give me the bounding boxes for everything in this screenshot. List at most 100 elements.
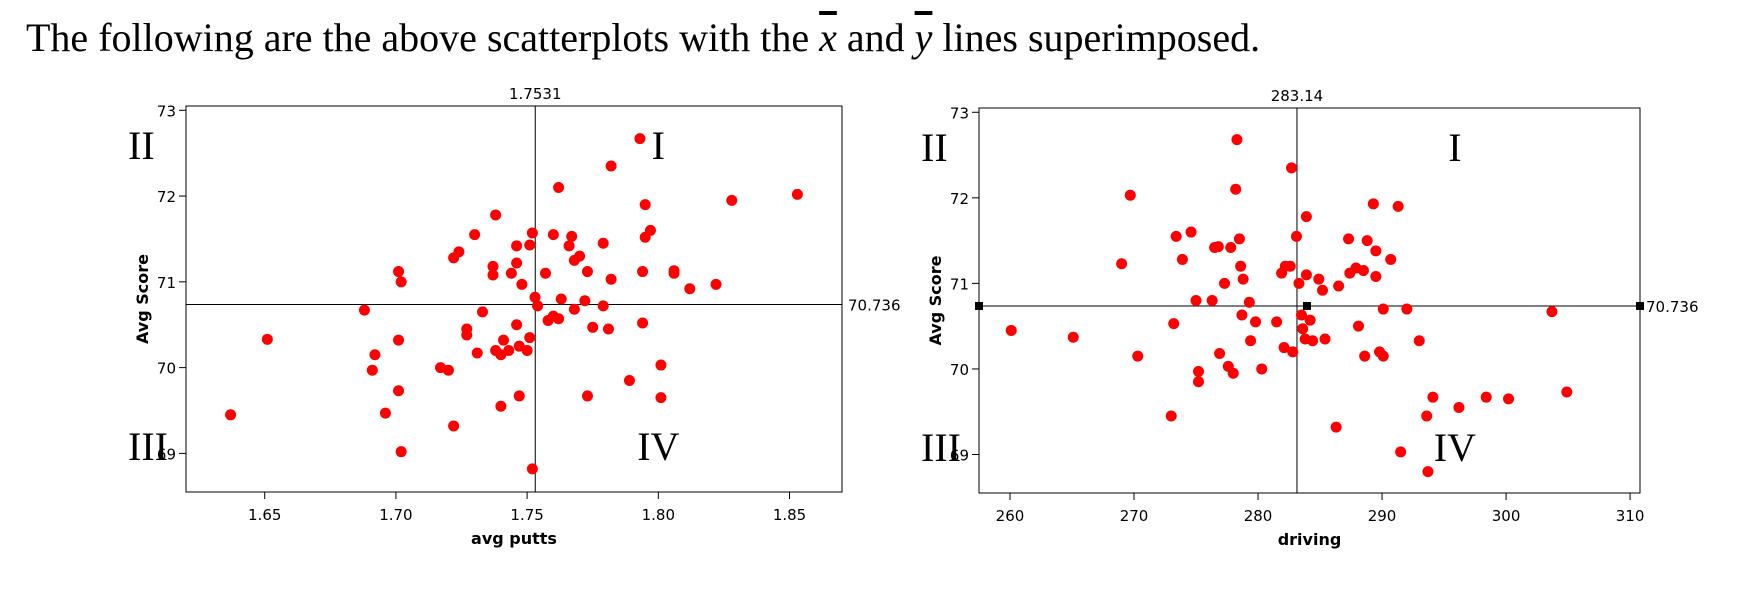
- data-point: [637, 266, 649, 278]
- data-point: [1295, 309, 1307, 321]
- data-point: [477, 306, 489, 318]
- data-point: [1225, 241, 1237, 253]
- y-tick-label: 73: [157, 102, 176, 120]
- data-point: [490, 209, 502, 221]
- data-point: [1212, 241, 1224, 253]
- data-point: [1278, 342, 1290, 354]
- data-point: [516, 278, 528, 290]
- mean-y-label: 70.736: [1646, 298, 1699, 316]
- data-point: [524, 239, 536, 251]
- data-point: [487, 260, 499, 272]
- x-tick-label: 310: [1616, 507, 1645, 525]
- data-point: [1067, 331, 1079, 343]
- quadrant-label-I: I: [652, 123, 665, 168]
- x-tick-label: 1.75: [510, 506, 543, 524]
- data-point: [547, 229, 559, 241]
- quadrant-label-II: II: [128, 123, 155, 168]
- data-point: [684, 283, 696, 295]
- y-tick-label-partial: 69: [157, 445, 176, 463]
- data-point: [1132, 350, 1144, 362]
- data-point: [1317, 284, 1329, 296]
- data-point: [521, 344, 533, 356]
- data-point: [1293, 277, 1305, 289]
- y-tick-label-partial: 69: [950, 447, 969, 465]
- data-point: [1124, 189, 1136, 201]
- plot-frame: [978, 107, 1641, 494]
- data-point: [634, 133, 646, 145]
- data-point: [1286, 162, 1298, 174]
- data-point: [526, 227, 538, 239]
- data-point: [1561, 386, 1573, 398]
- data-point: [553, 313, 565, 325]
- data-point: [469, 229, 481, 241]
- data-point: [1290, 230, 1302, 242]
- data-point: [1395, 446, 1407, 458]
- data-point: [1219, 277, 1231, 289]
- data-point: [553, 181, 565, 193]
- data-point: [1401, 303, 1413, 315]
- data-point: [393, 266, 405, 278]
- data-point: [726, 194, 738, 206]
- data-point: [366, 364, 378, 376]
- data-point: [655, 359, 667, 371]
- data-point: [579, 295, 591, 307]
- data-point: [1168, 318, 1180, 330]
- data-point: [505, 267, 517, 279]
- data-point: [511, 319, 523, 331]
- data-point: [513, 390, 525, 402]
- data-point: [1005, 324, 1017, 336]
- data-point: [1359, 350, 1371, 362]
- data-point: [668, 267, 680, 279]
- data-point: [637, 317, 649, 329]
- data-point: [1271, 316, 1283, 328]
- data-point: [1333, 280, 1345, 292]
- x-tick-label: 270: [1120, 507, 1149, 525]
- x-axis-label: driving: [1278, 530, 1342, 549]
- data-point: [1236, 309, 1248, 321]
- data-point: [369, 349, 381, 361]
- data-point: [1237, 273, 1249, 285]
- data-point: [395, 276, 407, 288]
- data-point: [1480, 391, 1492, 403]
- y-tick-label: 72: [950, 190, 969, 208]
- data-point: [471, 347, 483, 359]
- x-tick-label: 1.65: [248, 506, 281, 524]
- data-point: [1377, 350, 1389, 362]
- heading-middle: and: [836, 15, 915, 60]
- data-point: [1245, 335, 1257, 347]
- data-point: [1297, 323, 1309, 335]
- data-point: [581, 390, 593, 402]
- heading-prefix: The following are the above scatterplots…: [26, 15, 820, 60]
- data-point: [1343, 233, 1355, 245]
- data-point: [448, 420, 460, 432]
- data-point: [791, 188, 803, 200]
- data-point: [1116, 258, 1128, 270]
- data-point: [1231, 134, 1243, 146]
- data-point: [597, 300, 609, 312]
- data-point: [1284, 260, 1296, 272]
- scatter-chart-driving: 260 270 280 290 300 310 70 71 72 73 69 driving Avg S…: [921, 87, 1699, 549]
- data-point: [566, 230, 578, 242]
- data-point: [581, 266, 593, 278]
- data-point: [453, 246, 465, 258]
- data-point: [442, 364, 454, 376]
- x-axis-label: avg putts: [471, 529, 557, 548]
- data-point: [587, 321, 599, 333]
- data-point: [1233, 233, 1245, 245]
- data-point: [710, 278, 722, 290]
- data-point: [1422, 466, 1434, 478]
- heading-suffix: lines superimposed.: [932, 15, 1261, 60]
- data-point: [1256, 363, 1268, 375]
- data-point: [539, 267, 551, 279]
- data-point: [1206, 295, 1218, 306]
- x-tick-label: 1.85: [773, 506, 806, 524]
- data-point: [555, 293, 567, 305]
- data-point: [1421, 410, 1433, 422]
- data-point: [1503, 393, 1515, 405]
- data-point: [225, 409, 237, 421]
- x-tick-label: 300: [1492, 507, 1521, 525]
- x-tick-label: 260: [996, 507, 1025, 525]
- data-point: [495, 400, 507, 412]
- data-point: [1385, 253, 1397, 265]
- data-point: [529, 291, 541, 303]
